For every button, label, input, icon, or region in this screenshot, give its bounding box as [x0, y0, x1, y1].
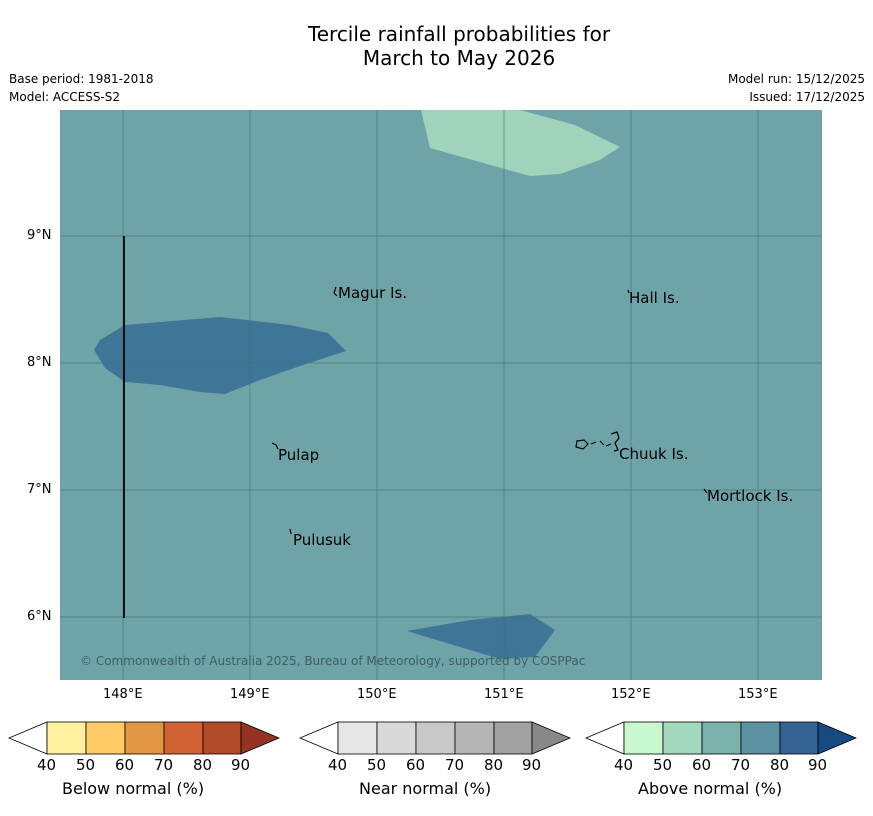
island-mortlock	[703, 488, 708, 494]
above-tick-90: 90	[808, 756, 828, 774]
colorbar-above	[585, 721, 858, 755]
island-magur	[333, 286, 338, 297]
near-tick-90: 90	[522, 756, 542, 774]
cb-below-40	[46, 721, 87, 755]
above-tick-60: 60	[692, 756, 712, 774]
lat-tick-8: 8°N	[27, 355, 52, 370]
below-normal-label: Below normal (%)	[62, 779, 205, 798]
model-name: Model: ACCESS-S2	[9, 90, 121, 104]
cb-near-low-end	[299, 721, 339, 755]
near-tick-50: 50	[367, 756, 387, 774]
lon-tick-150: 150°E	[357, 687, 397, 702]
region-above-50	[421, 110, 620, 176]
lon-tick-152: 152°E	[611, 687, 651, 702]
cb-near-80	[493, 721, 533, 755]
label-pulusuk: Pulusuk	[293, 531, 351, 549]
above-tick-50: 50	[653, 756, 673, 774]
below-tick-90: 90	[231, 756, 251, 774]
below-tick-50: 50	[76, 756, 96, 774]
above-tick-70: 70	[731, 756, 751, 774]
label-hall: Hall Is.	[629, 289, 680, 307]
cb-below-low-end	[8, 721, 48, 755]
island-pulusuk	[289, 528, 292, 535]
cb-above-high-end	[817, 721, 858, 755]
cb-above-80	[779, 721, 819, 755]
near-tick-60: 60	[406, 756, 426, 774]
label-chuuk: Chuuk Is.	[619, 445, 688, 463]
label-magur: Magur Is.	[338, 284, 407, 302]
colorbar-below	[8, 721, 281, 755]
above-tick-80: 80	[770, 756, 790, 774]
cb-above-50	[662, 721, 703, 755]
region-above-80-south	[407, 614, 555, 659]
graticule	[60, 110, 822, 680]
cb-near-50	[376, 721, 417, 755]
near-tick-70: 70	[445, 756, 465, 774]
cb-near-high-end	[531, 721, 572, 755]
below-tick-70: 70	[154, 756, 174, 774]
issued-date: Issued: 17/12/2025	[749, 90, 865, 104]
cb-above-70	[740, 721, 781, 755]
lat-tick-6: 6°N	[27, 609, 52, 624]
below-tick-80: 80	[193, 756, 213, 774]
lat-tick-9: 9°N	[27, 228, 52, 243]
cb-near-70	[454, 721, 495, 755]
lon-tick-149: 149°E	[230, 687, 270, 702]
title-line-2: March to May 2026	[362, 46, 556, 70]
near-tick-80: 80	[484, 756, 504, 774]
lon-tick-148: 148°E	[103, 687, 143, 702]
below-tick-40: 40	[37, 756, 57, 774]
label-pulap: Pulap	[278, 446, 319, 464]
cb-above-40	[623, 721, 664, 755]
cb-above-low-end	[585, 721, 625, 755]
copyright-notice: © Commonwealth of Australia 2025, Bureau…	[80, 654, 585, 668]
cb-below-50	[85, 721, 126, 755]
cb-above-60	[701, 721, 742, 755]
map-figure: Magur Is. Hall Is. Pulap Chuuk Is. Mortl…	[60, 110, 822, 680]
islands	[271, 286, 708, 535]
meta-left: Base period: 1981-2018 Model: ACCESS-S2	[9, 70, 154, 106]
map-background	[60, 110, 822, 680]
lat-tick-7: 7°N	[27, 482, 52, 497]
near-tick-40: 40	[328, 756, 348, 774]
region-above-80-west	[94, 317, 346, 394]
lon-tick-151: 151°E	[484, 687, 524, 702]
above-normal-label: Above normal (%)	[638, 779, 783, 798]
base-period: Base period: 1981-2018	[9, 72, 154, 86]
label-mortlock: Mortlock Is.	[707, 487, 793, 505]
cb-near-40	[337, 721, 378, 755]
above-tick-40: 40	[614, 756, 634, 774]
map-title: Tercile rainfall probabilities for March…	[0, 22, 873, 70]
cb-below-high-end	[240, 721, 281, 755]
island-hall	[627, 289, 630, 294]
cb-below-80	[202, 721, 242, 755]
colorbar-near	[299, 721, 572, 755]
near-normal-label: Near normal (%)	[359, 779, 492, 798]
cb-below-70	[163, 721, 204, 755]
island-pulap	[271, 442, 279, 450]
cb-below-60	[124, 721, 165, 755]
cb-near-60	[415, 721, 456, 755]
title-line-1: Tercile rainfall probabilities for	[307, 22, 611, 46]
lon-tick-153: 153°E	[738, 687, 778, 702]
below-tick-60: 60	[115, 756, 135, 774]
model-run: Model run: 15/12/2025	[727, 72, 865, 86]
island-chuuk	[575, 431, 620, 452]
meta-right: Model run: 15/12/2025 Issued: 17/12/2025	[728, 70, 865, 106]
